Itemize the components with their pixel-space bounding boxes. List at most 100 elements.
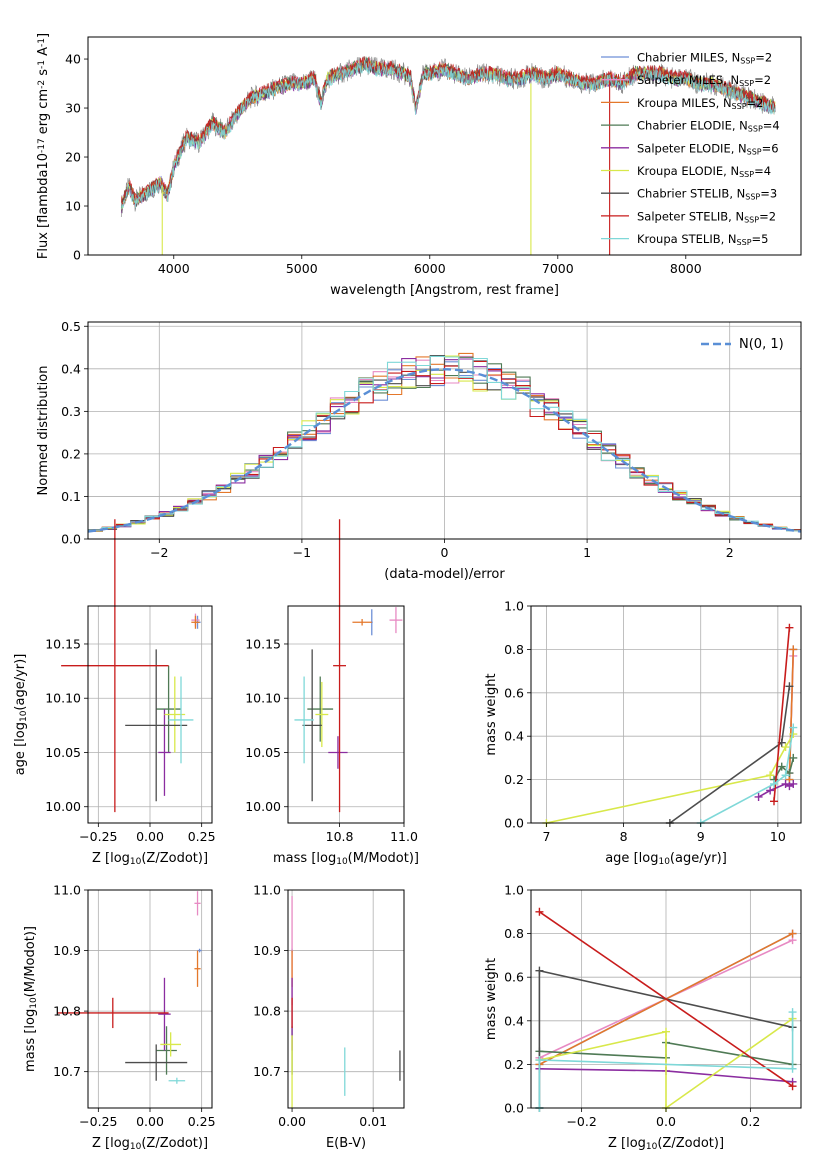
x-axis-label: age [log10(age/yr)]	[605, 851, 727, 867]
model-spectrum-line	[120, 60, 776, 210]
y-tick-label: 10.00	[245, 799, 281, 814]
legend-entry: N(0, 1)	[739, 337, 784, 352]
x-tick-label: 7	[542, 829, 550, 844]
y-tick-label: 0.2	[504, 1057, 524, 1072]
y-tick-label: 0.6	[504, 970, 524, 985]
y-axis-label: mass [log10(M/Modot)]	[23, 926, 39, 1072]
x-tick-label: 0	[441, 545, 449, 560]
y-tick-label: 10.15	[45, 636, 81, 651]
legend-entry: Salpeter STELIB, NSSP=2	[637, 209, 776, 224]
mass-weight-line	[538, 1012, 794, 1108]
x-tick-label: 8000	[670, 261, 702, 276]
data-layer	[57, 56, 802, 1112]
x-tick-label: −0.25	[79, 829, 117, 844]
y-tick-label: 10.8	[253, 1004, 281, 1019]
y-tick-label: 10.8	[53, 1004, 81, 1019]
mass-weight-marker	[788, 1064, 797, 1073]
mass-weight-marker	[788, 929, 797, 938]
mass-weight-marker	[766, 771, 775, 780]
axes-frame	[287, 605, 405, 824]
x-tick-label: 9	[697, 829, 705, 844]
y-tick-label: 0.4	[61, 361, 81, 376]
y-tick-label: 0.1	[61, 489, 81, 504]
y-tick-label: 10	[65, 199, 81, 214]
mass-weight-line	[700, 727, 795, 824]
x-tick-label: 0.00	[136, 829, 164, 844]
y-tick-label: 10.7	[53, 1064, 81, 1079]
axes-frame	[530, 605, 802, 824]
mass-weight-marker	[781, 743, 790, 752]
legend-entry: Chabrier ELODIE, NSSP=4	[637, 119, 780, 134]
y-tick-label: 20	[65, 150, 81, 165]
y-axis-label: mass weight	[484, 958, 499, 1040]
mass-weight-marker	[770, 779, 778, 788]
mass-weight-marker	[789, 645, 798, 654]
mass-weight-marker	[785, 623, 794, 632]
x-axis-label: E(B-V)	[326, 1136, 366, 1151]
mass-weight-line	[773, 627, 791, 802]
y-tick-label: 0.2	[504, 772, 524, 787]
y-tick-label: 0	[73, 248, 81, 263]
y-tick-label: 10.7	[253, 1064, 281, 1079]
y-axis-label: age [log10(age/yr)]	[13, 654, 29, 776]
x-tick-label: 11.0	[390, 829, 418, 844]
x-tick-label: 0.00	[136, 1114, 164, 1129]
y-tick-label: 11.0	[53, 883, 81, 898]
y-tick-label: 10.05	[45, 745, 81, 760]
mass-weight-marker	[754, 792, 763, 801]
y-tick-label: 0.0	[61, 532, 81, 547]
mass-weight-marker	[788, 1082, 797, 1091]
mass-weight-marker	[770, 797, 778, 806]
x-tick-label: 10.8	[326, 829, 354, 844]
y-tick-label: 0.4	[504, 729, 524, 744]
y-axis-label: mass weight	[484, 673, 499, 755]
x-tick-label: 2	[726, 545, 734, 560]
x-tick-label: 0.2	[740, 1114, 760, 1129]
mass-weight-marker	[785, 682, 794, 691]
x-axis-label: Z [log10(Z/Zodot)]	[92, 851, 208, 867]
mass-weight-marker	[789, 753, 798, 762]
y-tick-label: 10.9	[53, 943, 81, 958]
mass-weight-marker	[535, 907, 544, 916]
x-tick-label: 10	[770, 829, 786, 844]
legend-entry: Kroupa STELIB, NSSP=5	[637, 232, 768, 247]
y-tick-label: 0.4	[504, 1013, 524, 1028]
mass-weight-marker	[789, 779, 798, 788]
mass-weight-marker	[777, 762, 786, 771]
y-tick-label: 10.05	[245, 745, 281, 760]
y-tick-label: 0.3	[61, 404, 81, 419]
y-tick-label: 10.9	[253, 943, 281, 958]
y-tick-label: 1.0	[504, 599, 524, 614]
x-tick-label: −0.25	[79, 1114, 117, 1129]
normal-curve	[87, 368, 802, 533]
legend-entry: Chabrier STELIB, NSSP=3	[637, 187, 777, 202]
x-axis-label: Z [log10(Z/Zodot)]	[92, 1136, 208, 1152]
y-tick-label: 0.6	[504, 685, 524, 700]
mass-weight-marker	[535, 1056, 544, 1065]
mass-weight-marker	[789, 723, 798, 732]
legend-entry: Salpeter ELODIE, NSSP=6	[637, 141, 779, 156]
mass-weight-marker	[662, 1027, 670, 1036]
y-axis-label: Flux [flambda10-17 erg cm-2 s-1 A-1]	[36, 33, 51, 259]
mass-weight-marker	[766, 786, 775, 795]
legend-entry: Chabrier MILES, NSSP=2	[637, 51, 772, 66]
x-tick-label: 5000	[286, 261, 318, 276]
mass-weight-line	[539, 1017, 794, 1110]
x-tick-label: −2	[150, 545, 168, 560]
mass-weight-marker	[781, 771, 790, 780]
legend-entry: Salpeter MILES, NSSP=2	[637, 73, 771, 88]
x-axis-label: mass [log10(M/Modot)]	[273, 851, 419, 867]
axes-frame	[87, 36, 802, 256]
text-layer: 4000 5000 6000 7000 8000010203040wavelength …	[13, 33, 786, 1152]
x-tick-label: 7000	[542, 261, 574, 276]
y-tick-label: 1.0	[504, 883, 524, 898]
y-tick-label: 11.0	[253, 883, 281, 898]
y-tick-label: 0.2	[61, 446, 81, 461]
y-axis-label: Normed distribution	[36, 366, 51, 496]
y-tick-label: 0.0	[504, 1101, 524, 1116]
mass-weight-line	[773, 757, 795, 781]
legend-entry: Kroupa ELODIE, NSSP=4	[637, 164, 771, 179]
y-tick-label: 0.0	[504, 816, 524, 831]
y-tick-label: 0.5	[61, 319, 81, 334]
